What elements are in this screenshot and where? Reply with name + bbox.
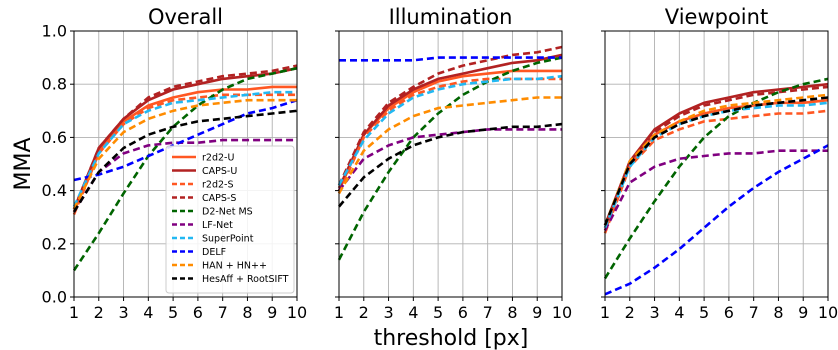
series-line-r2d2-s	[72, 93, 297, 215]
legend-label-delf: DELF	[202, 247, 226, 258]
legend-label-hesaff-rootsift: HesAff + RootSIFT	[202, 274, 289, 285]
series-line-r2d2-s	[603, 109, 829, 234]
series-line-d2-net-ms	[603, 77, 829, 280]
chart-panel-illumination: 1 2 3 4 5 6 7 8 9 10 Illumination	[334, 5, 572, 322]
legend-label-han-hn: HAN + HN++	[202, 261, 267, 272]
series-line-delf	[604, 144, 829, 296]
x-tick-label: 4	[408, 303, 418, 322]
series-line-r2d2-s	[337, 77, 562, 194]
x-tick-label: 3	[649, 303, 659, 322]
y-tick-label: 0.8	[42, 75, 67, 94]
series-line-hesaff-rootsift	[338, 122, 563, 208]
legend-label-caps-u: CAPS-U	[202, 166, 237, 177]
x-tick-label: 6	[458, 303, 468, 322]
series-line-lf-net	[72, 138, 297, 213]
plot-frame	[73, 30, 298, 298]
legend-label-r2d2-u: r2d2-U	[202, 153, 234, 164]
series-line-r2d2-u	[603, 98, 829, 231]
x-tick-label: 9	[532, 303, 542, 322]
x-tick-label: 7	[749, 303, 759, 322]
legend-label-r2d2-s: r2d2-S	[202, 180, 233, 191]
chart-panel-viewpoint: 1 2 3 4 5 6 7 8 9 10 Viewpoint	[600, 5, 838, 322]
x-tick-label: 2	[94, 303, 104, 322]
x-tick-label: 1	[69, 303, 79, 322]
series-line-d2-net-ms	[337, 56, 563, 261]
x-tick-label: 5	[699, 303, 709, 322]
series-line-hesaff-rootsift	[72, 109, 298, 213]
series-line-r2d2-u	[72, 85, 297, 213]
y-tick-label: 0.4	[42, 181, 67, 200]
x-tick-label: 10	[818, 303, 838, 322]
series-line-delf	[73, 98, 298, 182]
x-tick-label: 4	[674, 303, 684, 322]
x-tick-label: 8	[507, 303, 517, 322]
x-tick-label: 5	[433, 303, 443, 322]
y-tick-label: 1.0	[42, 22, 67, 41]
x-tick-label: 6	[193, 303, 203, 322]
chart-title: Overall	[148, 5, 223, 29]
x-tick-label: 1	[600, 303, 610, 322]
legend-label-caps-s: CAPS-S	[202, 193, 236, 204]
chart-panel-overall: 1 2 3 4 5 6 7 8 9 10 0.0 0.2 0.4 0.6 0.8 1.0 Overall r2d2…	[42, 5, 308, 322]
legend-label-lf-net: LF-Net	[202, 220, 233, 231]
series-line-caps-s	[337, 45, 563, 186]
x-tick-label: 1	[334, 303, 344, 322]
series-line-d2-net-ms	[72, 66, 298, 272]
series-line-han-hn	[337, 96, 562, 194]
x-tick-label: 5	[168, 303, 178, 322]
x-axis-label: threshold [px]	[374, 326, 529, 350]
x-tick-label: 3	[383, 303, 393, 322]
series-line-superpoint	[603, 101, 829, 229]
legend-label-superpoint: SuperPoint	[202, 234, 254, 245]
series-line-caps-s	[72, 64, 298, 210]
series-line-delf	[339, 56, 562, 62]
series-line-hesaff-rootsift	[603, 96, 829, 226]
x-tick-label: 3	[118, 303, 128, 322]
legend-label-d2-net-ms: D2-Net MS	[202, 207, 253, 218]
x-tick-label: 2	[625, 303, 635, 322]
x-tick-label: 10	[287, 303, 307, 322]
x-tick-label: 7	[483, 303, 493, 322]
chart-title: Viewpoint	[665, 5, 768, 29]
y-tick-label: 0.2	[42, 234, 67, 253]
legend: r2d2-U CAPS-U r2d2-S CAPS-S D2-Net MS LF-Net S…	[165, 145, 295, 294]
plot-frame	[338, 30, 563, 298]
series-line-r2d2-u	[337, 69, 562, 192]
x-tick-label: 4	[143, 303, 153, 322]
x-tick-label: 8	[773, 303, 783, 322]
series-line-superpoint	[337, 74, 563, 186]
series-line-han-hn	[72, 98, 297, 210]
y-axis-label: MMA	[11, 137, 36, 190]
y-tick-label: 0.0	[42, 288, 67, 307]
x-tick-label: 8	[242, 303, 252, 322]
chart-title: Illumination	[389, 5, 513, 29]
series-line-caps-u	[72, 66, 298, 210]
series-line-caps-s	[603, 85, 829, 229]
legend-box	[165, 145, 295, 294]
x-tick-label: 6	[724, 303, 734, 322]
series-line-caps-u	[337, 53, 563, 189]
x-tick-label: 9	[798, 303, 808, 322]
series-line-lf-net	[337, 128, 562, 192]
y-tick-label: 0.6	[42, 128, 67, 147]
x-tick-label: 10	[552, 303, 572, 322]
series-line-superpoint	[72, 90, 297, 208]
series-line-han-hn	[603, 93, 829, 226]
plot-frame	[604, 30, 829, 298]
series-line-lf-net	[603, 149, 828, 232]
x-tick-label: 7	[218, 303, 228, 322]
x-tick-label: 9	[267, 303, 277, 322]
x-tick-label: 2	[359, 303, 369, 322]
